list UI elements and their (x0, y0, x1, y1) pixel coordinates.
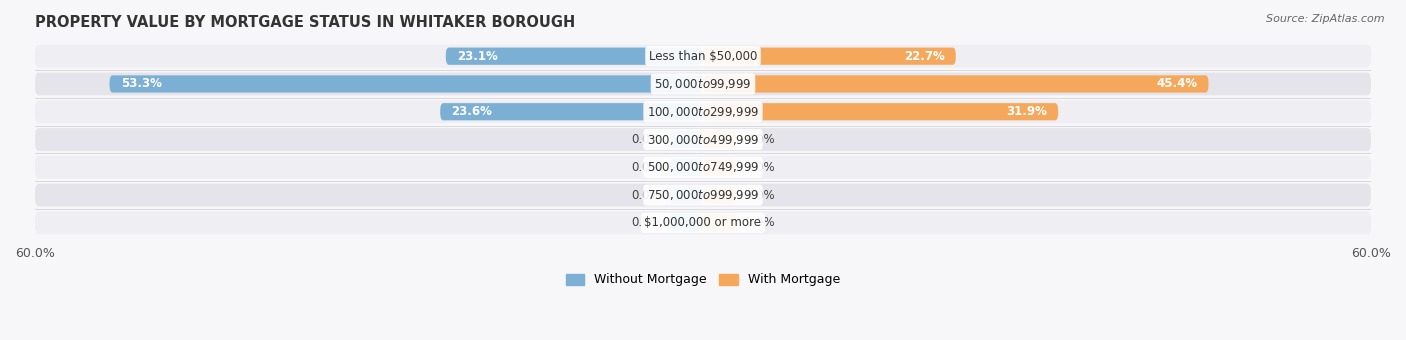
Legend: Without Mortgage, With Mortgage: Without Mortgage, With Mortgage (561, 269, 845, 291)
Text: 0.0%: 0.0% (745, 161, 775, 174)
Text: 22.7%: 22.7% (904, 50, 945, 63)
Text: $300,000 to $499,999: $300,000 to $499,999 (647, 133, 759, 147)
FancyBboxPatch shape (35, 184, 1371, 206)
Text: $50,000 to $99,999: $50,000 to $99,999 (654, 77, 752, 91)
FancyBboxPatch shape (35, 45, 1371, 68)
Text: 23.6%: 23.6% (451, 105, 492, 118)
Text: $500,000 to $749,999: $500,000 to $749,999 (647, 160, 759, 174)
FancyBboxPatch shape (440, 103, 703, 120)
FancyBboxPatch shape (703, 214, 737, 232)
FancyBboxPatch shape (703, 131, 737, 148)
FancyBboxPatch shape (35, 211, 1371, 234)
FancyBboxPatch shape (703, 48, 956, 65)
FancyBboxPatch shape (35, 72, 1371, 95)
FancyBboxPatch shape (35, 128, 1371, 151)
Text: 0.0%: 0.0% (745, 216, 775, 230)
Text: 31.9%: 31.9% (1007, 105, 1047, 118)
Text: 23.1%: 23.1% (457, 50, 498, 63)
Text: 0.0%: 0.0% (631, 189, 661, 202)
Text: $750,000 to $999,999: $750,000 to $999,999 (647, 188, 759, 202)
FancyBboxPatch shape (669, 159, 703, 176)
Text: PROPERTY VALUE BY MORTGAGE STATUS IN WHITAKER BOROUGH: PROPERTY VALUE BY MORTGAGE STATUS IN WHI… (35, 15, 575, 30)
Text: 0.0%: 0.0% (745, 133, 775, 146)
FancyBboxPatch shape (446, 48, 703, 65)
Text: 0.0%: 0.0% (631, 133, 661, 146)
FancyBboxPatch shape (703, 75, 1209, 92)
FancyBboxPatch shape (110, 75, 703, 92)
Text: 0.0%: 0.0% (631, 161, 661, 174)
Text: 0.0%: 0.0% (745, 189, 775, 202)
FancyBboxPatch shape (669, 186, 703, 204)
Text: 45.4%: 45.4% (1156, 78, 1198, 90)
Text: Source: ZipAtlas.com: Source: ZipAtlas.com (1267, 14, 1385, 23)
FancyBboxPatch shape (669, 131, 703, 148)
FancyBboxPatch shape (703, 103, 1059, 120)
FancyBboxPatch shape (703, 186, 737, 204)
Text: Less than $50,000: Less than $50,000 (648, 50, 758, 63)
Text: 53.3%: 53.3% (121, 78, 162, 90)
FancyBboxPatch shape (669, 214, 703, 232)
Text: 0.0%: 0.0% (631, 216, 661, 230)
Text: $100,000 to $299,999: $100,000 to $299,999 (647, 105, 759, 119)
Text: $1,000,000 or more: $1,000,000 or more (644, 216, 762, 230)
FancyBboxPatch shape (35, 156, 1371, 179)
FancyBboxPatch shape (703, 159, 737, 176)
FancyBboxPatch shape (35, 100, 1371, 123)
